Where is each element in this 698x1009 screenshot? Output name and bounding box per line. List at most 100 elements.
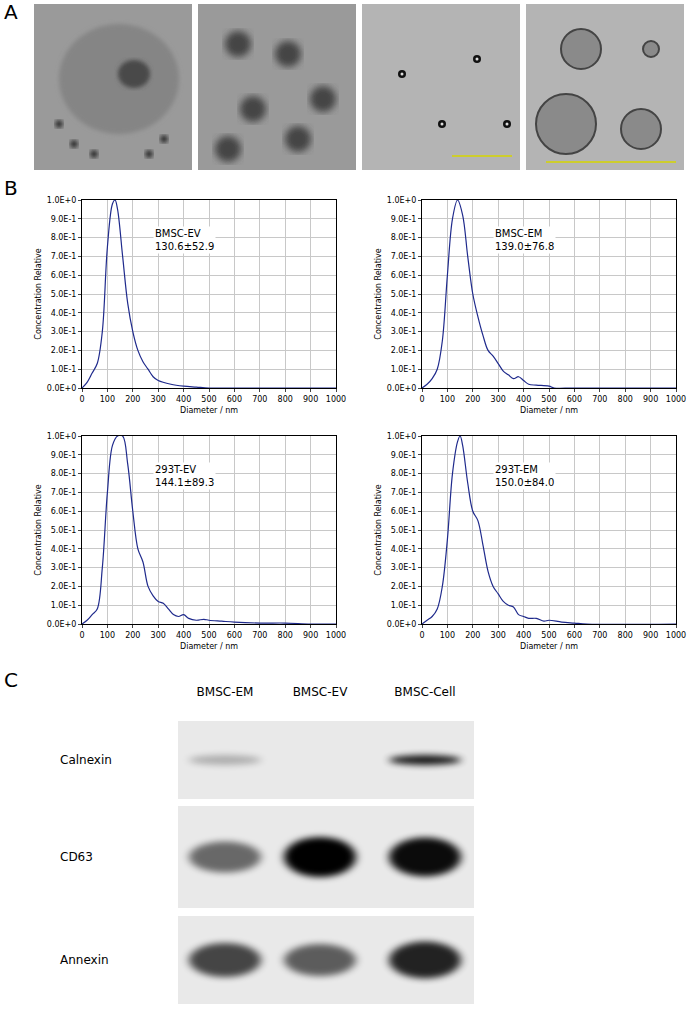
svg-text:8.0E-1: 8.0E-1 [391,469,417,478]
svg-text:2.0E-1: 2.0E-1 [391,346,417,355]
svg-text:3.0E-1: 3.0E-1 [51,563,77,572]
svg-text:BMSC-EV: BMSC-EV [293,685,348,699]
svg-text:293T-EM150.0±84.0: 293T-EM150.0±84.0 [495,464,554,488]
svg-text:400: 400 [516,395,531,404]
svg-text:Calnexin: Calnexin [60,753,112,767]
svg-text:Diameter / nm: Diameter / nm [520,642,578,651]
svg-text:BMSC-EM139.0±76.8: BMSC-EM139.0±76.8 [495,228,554,252]
svg-text:3.0E-1: 3.0E-1 [391,327,417,336]
svg-text:Diameter / nm: Diameter / nm [180,406,238,415]
svg-text:BMSC-Cell: BMSC-Cell [394,685,455,699]
svg-text:0: 0 [79,395,84,404]
svg-text:0.0E+0: 0.0E+0 [47,384,77,393]
svg-text:600: 600 [227,395,242,404]
svg-text:293T-EV144.1±89.3: 293T-EV144.1±89.3 [155,464,214,488]
svg-text:6.0E-1: 6.0E-1 [391,507,417,516]
svg-text:400: 400 [516,631,531,640]
svg-text:700: 700 [592,395,607,404]
svg-text:600: 600 [567,631,582,640]
svg-text:1.0E-1: 1.0E-1 [51,365,77,374]
svg-text:500: 500 [541,631,556,640]
svg-text:1000: 1000 [666,395,686,404]
svg-text:700: 700 [252,395,267,404]
svg-text:9.0E-1: 9.0E-1 [391,215,417,224]
svg-text:100: 100 [100,631,115,640]
svg-text:1000: 1000 [326,395,346,404]
svg-text:7.0E-1: 7.0E-1 [51,488,77,497]
svg-text:100: 100 [440,395,455,404]
svg-text:5.0E-1: 5.0E-1 [391,290,417,299]
svg-text:6.0E-1: 6.0E-1 [51,507,77,516]
svg-text:9.0E-1: 9.0E-1 [51,215,77,224]
svg-text:1.0E-1: 1.0E-1 [391,601,417,610]
svg-text:BMSC-EM: BMSC-EM [197,685,254,699]
svg-text:8.0E-1: 8.0E-1 [51,233,77,242]
svg-text:5.0E-1: 5.0E-1 [51,290,77,299]
svg-text:300: 300 [491,631,506,640]
svg-text:700: 700 [252,631,267,640]
svg-text:0.0E+0: 0.0E+0 [47,620,77,629]
svg-text:0.0E+0: 0.0E+0 [387,620,417,629]
svg-text:6.0E-1: 6.0E-1 [391,271,417,280]
svg-text:0.0E+0: 0.0E+0 [387,384,417,393]
svg-text:200: 200 [125,631,140,640]
svg-text:200: 200 [465,395,480,404]
svg-text:300: 300 [151,395,166,404]
svg-text:3.0E-1: 3.0E-1 [391,563,417,572]
svg-text:800: 800 [278,631,293,640]
svg-text:900: 900 [303,631,318,640]
svg-text:800: 800 [618,395,633,404]
svg-text:2.0E-1: 2.0E-1 [51,346,77,355]
svg-text:4.0E-1: 4.0E-1 [51,309,77,318]
svg-text:700: 700 [592,631,607,640]
svg-text:100: 100 [100,395,115,404]
svg-text:2.0E-1: 2.0E-1 [391,582,417,591]
svg-text:900: 900 [643,395,658,404]
svg-text:1.0E-1: 1.0E-1 [51,601,77,610]
svg-text:9.0E-1: 9.0E-1 [51,451,77,460]
svg-text:200: 200 [465,631,480,640]
svg-text:2.0E-1: 2.0E-1 [51,582,77,591]
svg-text:500: 500 [201,631,216,640]
svg-text:0: 0 [419,395,424,404]
svg-text:7.0E-1: 7.0E-1 [391,488,417,497]
svg-text:7.0E-1: 7.0E-1 [51,252,77,261]
svg-text:4.0E-1: 4.0E-1 [391,545,417,554]
svg-text:300: 300 [151,631,166,640]
svg-text:400: 400 [176,395,191,404]
svg-text:100: 100 [440,631,455,640]
svg-text:Concentration Relative: Concentration Relative [34,484,43,575]
svg-text:5.0E-1: 5.0E-1 [391,526,417,535]
svg-text:900: 900 [643,631,658,640]
svg-text:1000: 1000 [326,631,346,640]
svg-text:3.0E-1: 3.0E-1 [51,327,77,336]
svg-text:800: 800 [278,395,293,404]
svg-text:7.0E-1: 7.0E-1 [391,252,417,261]
svg-text:4.0E-1: 4.0E-1 [391,309,417,318]
svg-text:9.0E-1: 9.0E-1 [391,451,417,460]
svg-text:BMSC-EV130.6±52.9: BMSC-EV130.6±52.9 [155,228,214,252]
svg-text:Concentration Relative: Concentration Relative [374,248,383,339]
svg-text:1000: 1000 [666,631,686,640]
svg-text:1.0E+0: 1.0E+0 [387,196,417,205]
svg-text:8.0E-1: 8.0E-1 [391,233,417,242]
svg-text:8.0E-1: 8.0E-1 [51,469,77,478]
svg-text:200: 200 [125,395,140,404]
svg-text:5.0E-1: 5.0E-1 [51,526,77,535]
svg-text:400: 400 [176,631,191,640]
svg-text:600: 600 [567,395,582,404]
svg-text:Concentration Relative: Concentration Relative [34,248,43,339]
svg-text:Concentration Relative: Concentration Relative [374,484,383,575]
svg-text:800: 800 [618,631,633,640]
svg-text:900: 900 [303,395,318,404]
svg-text:500: 500 [541,395,556,404]
svg-text:500: 500 [201,395,216,404]
svg-text:0: 0 [79,631,84,640]
svg-text:CD63: CD63 [60,850,93,864]
svg-text:1.0E+0: 1.0E+0 [387,432,417,441]
svg-text:1.0E+0: 1.0E+0 [47,196,77,205]
svg-text:1.0E+0: 1.0E+0 [47,432,77,441]
svg-text:0: 0 [419,631,424,640]
svg-text:1.0E-1: 1.0E-1 [391,365,417,374]
svg-text:600: 600 [227,631,242,640]
